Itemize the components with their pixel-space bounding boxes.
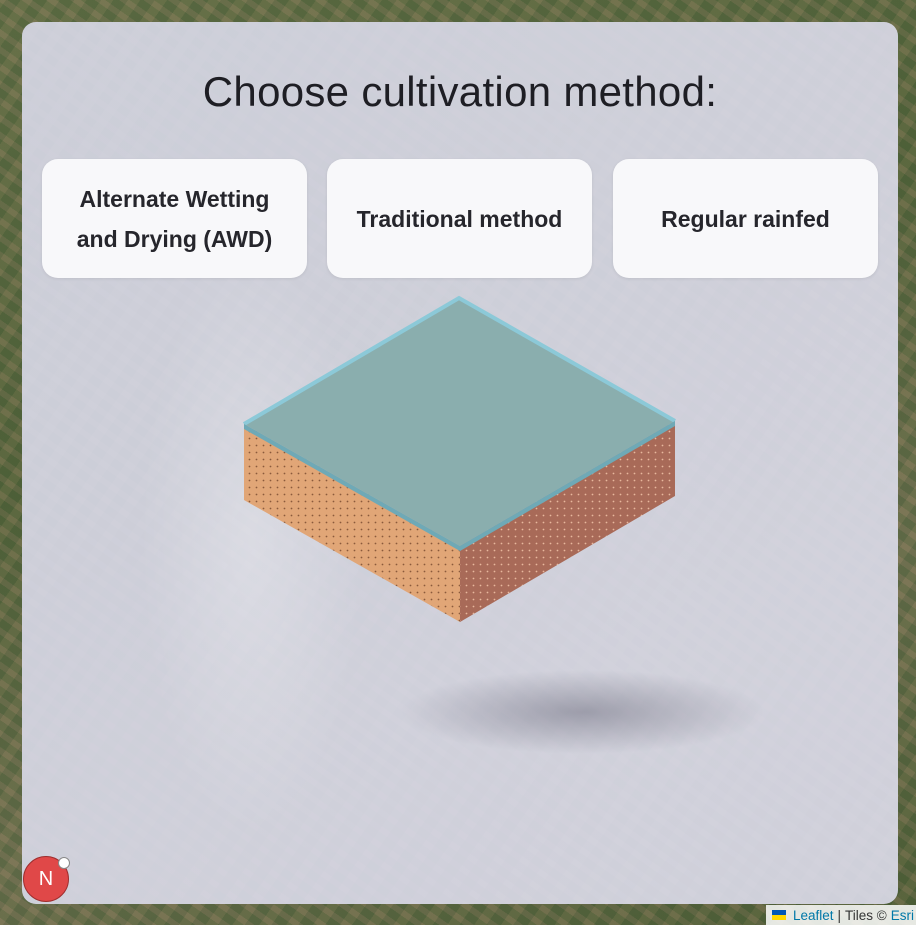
- option-awd-button[interactable]: Alternate Wetting and Drying (AWD): [42, 159, 307, 278]
- water-edge-back: [242, 295, 676, 426]
- soil-left-face: [244, 424, 460, 622]
- leaflet-link[interactable]: Leaflet: [792, 907, 834, 923]
- soil-right-face: [460, 421, 675, 622]
- compass-icon: N: [38, 867, 54, 890]
- ukraine-flag-icon: [771, 910, 786, 920]
- page-title: Choose cultivation method:: [202, 68, 718, 115]
- field-block-illustration: [242, 295, 676, 622]
- attribution-separator: |: [837, 907, 842, 923]
- option-traditional-label: Traditional method: [356, 205, 563, 232]
- esri-link[interactable]: Esri: [890, 907, 914, 923]
- compass-indicator-dot: [58, 857, 70, 869]
- option-rainfed-button[interactable]: Regular rainfed: [613, 159, 878, 278]
- option-rainfed-label: Regular rainfed: [661, 205, 830, 232]
- map-attribution: Leaflet | Tiles © Esri: [765, 905, 916, 925]
- option-awd-label: Alternate Wetting and Drying (AWD): [76, 185, 273, 252]
- tiles-text: Tiles ©: [845, 907, 887, 923]
- option-traditional-button[interactable]: Traditional method: [327, 159, 592, 278]
- method-selection-panel: Choose cultivation method: Alternate Wet…: [22, 22, 898, 904]
